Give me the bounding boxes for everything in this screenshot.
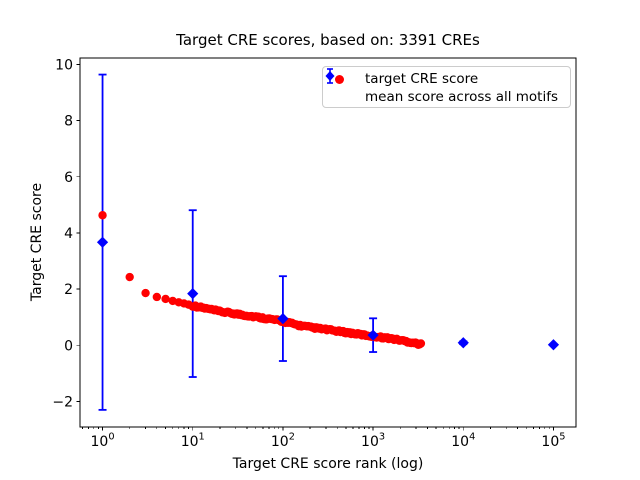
- y-axis-label: Target CRE score: [29, 183, 45, 302]
- data-series: [96, 73, 560, 411]
- svg-text:100: 100: [91, 432, 115, 450]
- svg-text:6: 6: [64, 170, 73, 186]
- svg-text:0: 0: [64, 338, 73, 354]
- legend-entry-target-score: target CRE score: [323, 70, 570, 88]
- svg-text:104: 104: [451, 432, 475, 450]
- chart-title: Target CRE scores, based on: 3391 CREs: [175, 31, 480, 49]
- plot-border: [79, 57, 577, 428]
- blue-errorbar-lines: [98, 73, 558, 411]
- circle-marker-icon: [323, 74, 355, 84]
- blue-diamond-markers: [96, 236, 560, 351]
- svg-text:102: 102: [271, 432, 295, 450]
- svg-text:4: 4: [64, 226, 73, 242]
- svg-text:105: 105: [541, 432, 565, 450]
- legend-entry-mean-score: mean score across all motifs: [323, 68, 570, 106]
- svg-text:101: 101: [181, 432, 205, 450]
- legend-label: mean score across all motifs: [365, 89, 559, 105]
- svg-text:2: 2: [64, 282, 73, 298]
- legend: target CRE score mean score across all m…: [322, 66, 571, 108]
- x-axis-label: Target CRE score rank (log): [232, 456, 424, 472]
- svg-text:10: 10: [55, 57, 73, 73]
- legend-label: target CRE score: [365, 71, 479, 87]
- red-scatter-series: [98, 211, 426, 349]
- tick-labels: −2 0 2 4 6 8 10 100 101 102 103 104 105: [52, 57, 565, 450]
- svg-text:−2: −2: [52, 394, 73, 410]
- svg-text:103: 103: [361, 432, 385, 450]
- axes: [76, 57, 577, 431]
- svg-text:8: 8: [64, 114, 73, 130]
